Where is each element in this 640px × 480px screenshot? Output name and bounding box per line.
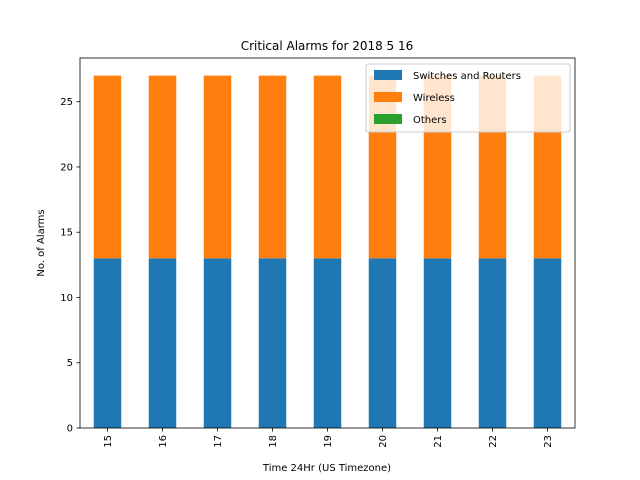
x-tick-label: 23 [543,435,554,448]
legend-box [365,63,571,133]
bar-switches-and-routers-17 [203,258,232,428]
legend-swatch-wireless [374,92,402,102]
y-axis: 0 5 10 15 20 25 [60,97,80,435]
y-tick-label: 0 [67,424,73,435]
y-tick-label: 20 [60,162,73,173]
legend-swatch-switches-and-routers [374,70,402,80]
bar-switches-and-routers-21 [423,258,452,428]
y-tick-label: 25 [60,97,73,108]
bars-group [93,75,562,428]
y-tick-label: 15 [60,228,73,239]
bar-switches-and-routers-18 [258,258,287,428]
bar-switches-and-routers-19 [313,258,342,428]
legend-label-wireless: Wireless [413,93,455,104]
x-axis-label: Time 24Hr (US Timezone) [262,463,391,474]
x-tick-label: 20 [378,435,389,448]
y-tick-label: 10 [60,293,73,304]
bar-wireless-17 [203,75,232,259]
legend-label-others: Others [413,115,447,126]
x-tick-label: 17 [213,435,224,448]
bar-switches-and-routers-22 [478,258,507,428]
bar-switches-and-routers-16 [148,258,177,428]
bar-wireless-15 [93,75,122,259]
legend-label-switches-and-routers: Switches and Routers [413,71,521,82]
legend: Switches and Routers Wireless Others [365,63,571,133]
legend-swatch-others [374,114,402,124]
y-tick-label: 5 [67,358,73,369]
bar-wireless-18 [258,75,287,259]
bar-switches-and-routers-23 [533,258,562,428]
x-tick-label: 21 [433,435,444,448]
x-tick-label: 19 [323,435,334,448]
x-tick-label: 22 [488,435,499,448]
bar-wireless-19 [313,75,342,259]
x-tick-label: 18 [268,435,279,448]
bar-switches-and-routers-15 [93,258,122,428]
x-tick-label: 16 [158,435,169,448]
chart-title: Critical Alarms for 2018 5 16 [241,39,414,53]
y-axis-label: No. of Alarms [36,209,47,276]
x-tick-label: 15 [103,435,114,448]
x-axis: 15 16 17 18 19 20 21 22 23 [103,428,554,448]
bar-wireless-16 [148,75,177,259]
bar-switches-and-routers-20 [368,258,397,428]
